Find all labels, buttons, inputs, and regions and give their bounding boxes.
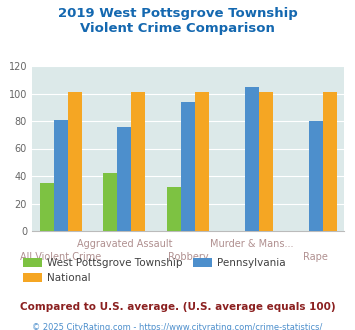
Text: Compared to U.S. average. (U.S. average equals 100): Compared to U.S. average. (U.S. average … [20, 302, 335, 312]
Bar [131, 92, 146, 231]
Text: 2019 West Pottsgrove Township
Violent Crime Comparison: 2019 West Pottsgrove Township Violent Cr… [58, 7, 297, 35]
Text: All Violent Crime: All Violent Crime [20, 252, 101, 262]
Bar [245, 86, 259, 231]
Bar [118, 126, 131, 231]
Bar [323, 92, 337, 231]
Text: Aggravated Assault: Aggravated Assault [77, 239, 172, 249]
Bar [103, 173, 118, 231]
Text: Rape: Rape [303, 252, 328, 262]
Bar [167, 187, 181, 231]
Bar [181, 102, 195, 231]
Legend: West Pottsgrove Township, National, Pennsylvania: West Pottsgrove Township, National, Penn… [23, 258, 285, 283]
Text: © 2025 CityRating.com - https://www.cityrating.com/crime-statistics/: © 2025 CityRating.com - https://www.city… [32, 323, 323, 330]
Bar [54, 120, 68, 231]
Text: Murder & Mans...: Murder & Mans... [210, 239, 294, 249]
Bar [68, 92, 82, 231]
Bar [308, 121, 323, 231]
Bar [40, 183, 54, 231]
Bar [259, 92, 273, 231]
Text: Robbery: Robbery [168, 252, 208, 262]
Bar [195, 92, 209, 231]
